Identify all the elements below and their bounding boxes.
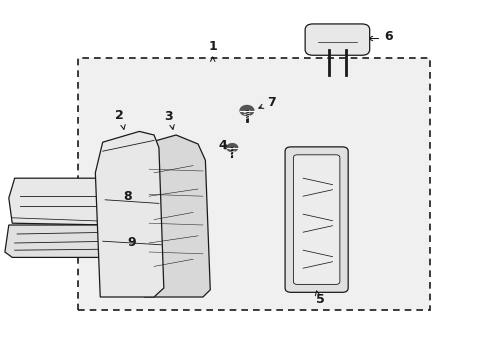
FancyBboxPatch shape: [285, 147, 347, 292]
Circle shape: [226, 144, 237, 152]
Text: 4: 4: [218, 139, 226, 152]
Text: 5: 5: [315, 293, 324, 306]
Bar: [78, 58, 429, 310]
FancyBboxPatch shape: [293, 155, 339, 284]
FancyBboxPatch shape: [305, 24, 369, 55]
Circle shape: [240, 105, 253, 116]
Text: 2: 2: [115, 109, 124, 122]
Text: 9: 9: [127, 236, 136, 249]
Polygon shape: [5, 225, 120, 257]
Text: 1: 1: [208, 40, 217, 53]
Text: 8: 8: [122, 190, 131, 203]
Polygon shape: [95, 131, 163, 297]
Polygon shape: [139, 135, 210, 297]
Polygon shape: [9, 178, 115, 225]
Text: 6: 6: [384, 30, 392, 42]
Text: 3: 3: [164, 111, 173, 123]
Text: 7: 7: [266, 96, 275, 109]
